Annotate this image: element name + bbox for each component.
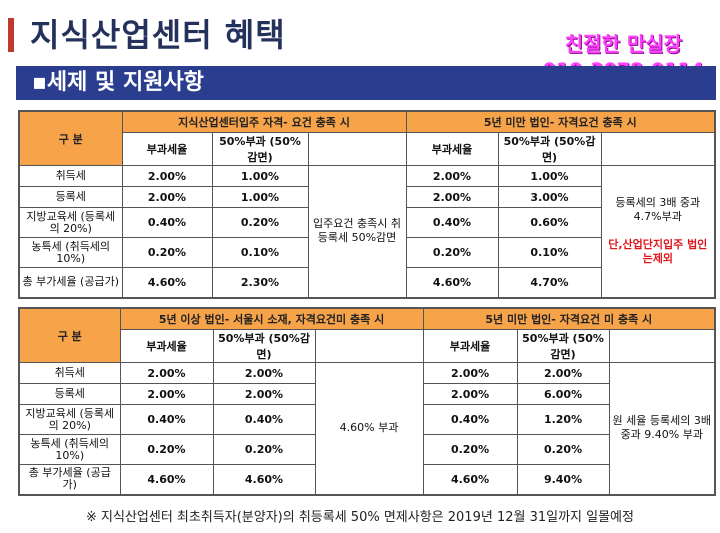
cell: 4.60% — [405, 267, 499, 298]
merged-note-a: 입주요건 충족시 취등록세 50%감면 — [307, 165, 407, 298]
cell: 0.60% — [497, 207, 602, 238]
cell: 0.20% — [516, 434, 610, 465]
tax-table-1: 구 분 지식산업센터입주 자격- 요건 충족 시 5년 미만 법인- 자격요건 … — [18, 110, 717, 299]
footnote: ※ 지식산업센터 최초취득자(분양자)의 취등록세 50% 면제사항은 2019… — [86, 510, 634, 525]
merged-note-b-text: 등록세의 3배 중과 4.7%부과 — [615, 196, 701, 224]
cell: 2.00% — [119, 362, 214, 384]
cell: 0.40% — [121, 207, 213, 238]
merged-note-b-red: 단,산업단지입주 법인는제외 — [608, 238, 708, 266]
row-label: 총 부가세율 (공급가) — [18, 267, 123, 298]
cell: 2.00% — [516, 362, 610, 384]
cell: 4.60% — [422, 464, 518, 495]
cell: 2.00% — [405, 186, 499, 208]
cell: 2.00% — [422, 362, 518, 384]
merged-note-b: 원 세율 등록세의 3배중과 9.40% 부과 — [608, 362, 716, 495]
cell: 1.00% — [211, 186, 309, 208]
cell: 9.40% — [516, 464, 610, 495]
cell: 4.60% — [119, 464, 214, 495]
merged-blank-b — [600, 132, 716, 166]
cell: 4.60% — [212, 464, 316, 495]
row-label: 취득세 — [18, 362, 121, 384]
cell: 2.00% — [212, 383, 316, 405]
cell: 4.60% — [121, 267, 213, 298]
cell: 1.20% — [516, 404, 610, 435]
col-half-a: 50%부과 (50%감면) — [212, 329, 316, 363]
cell: 2.00% — [119, 383, 214, 405]
cell: 2.00% — [121, 186, 213, 208]
label-header: 구 분 — [18, 307, 121, 363]
group-header-b: 5년 미만 법인- 자격요건 미 충족 시 — [422, 307, 716, 330]
cell: 0.20% — [121, 237, 213, 268]
row-label: 등록세 — [18, 383, 121, 405]
page-title: 지식산업센터 혜택 — [30, 16, 286, 54]
row-label: 총 부가세율 (공급가) — [18, 464, 121, 495]
col-rate-a: 부과세율 — [121, 132, 213, 166]
cell: 0.40% — [119, 404, 214, 435]
cell: 2.00% — [212, 362, 316, 384]
section-heading: ▪세제 및 지원사항 — [16, 66, 716, 100]
cell: 2.30% — [211, 267, 309, 298]
cell: 0.20% — [405, 237, 499, 268]
row-label: 지방교육세 (등록세의 20%) — [18, 404, 121, 435]
row-label: 농특세 (취득세의 10%) — [18, 434, 121, 465]
col-rate-b: 부과세율 — [405, 132, 499, 166]
row-label: 취득세 — [18, 165, 123, 187]
cell: 0.40% — [212, 404, 316, 435]
cell: 3.00% — [497, 186, 602, 208]
cell: 4.70% — [497, 267, 602, 298]
tax-table-2: 구 분 5년 이상 법인- 서울시 소재, 자격요건미 충족 시 5년 미만 법… — [18, 307, 717, 496]
cell: 0.20% — [422, 434, 518, 465]
merged-blank-a — [307, 132, 407, 166]
section-heading-text: 세제 및 지원사항 — [46, 70, 204, 95]
row-label: 지방교육세 (등록세의 20%) — [18, 207, 123, 238]
cell: 6.00% — [516, 383, 610, 405]
group-header-b: 5년 미만 법인- 자격요건 충족 시 — [405, 110, 716, 133]
row-label: 농특세 (취득세의 10%) — [18, 237, 123, 268]
cell: 0.10% — [497, 237, 602, 268]
cell: 1.00% — [497, 165, 602, 187]
cell: 1.00% — [211, 165, 309, 187]
brand-name: 친절한 만실장 — [564, 32, 683, 56]
cell: 0.40% — [422, 404, 518, 435]
col-rate-a: 부과세율 — [119, 329, 214, 363]
cell: 0.10% — [211, 237, 309, 268]
group-header-a: 5년 이상 법인- 서울시 소재, 자격요건미 충족 시 — [119, 307, 424, 330]
row-label: 등록세 — [18, 186, 123, 208]
col-half-a: 50%부과 (50%감면) — [211, 132, 309, 166]
merged-blank-a — [314, 329, 424, 363]
cell: 0.20% — [211, 207, 309, 238]
col-half-b: 50%부과 (50%감면) — [497, 132, 602, 166]
col-half-b: 50%부과 (50%감면) — [516, 329, 610, 363]
cell: 0.20% — [119, 434, 214, 465]
cell: 2.00% — [405, 165, 499, 187]
cell: 0.20% — [212, 434, 316, 465]
label-header: 구 분 — [18, 110, 123, 166]
cell: 0.40% — [405, 207, 499, 238]
title-accent-bar — [8, 18, 14, 52]
merged-note-b: 등록세의 3배 중과 4.7%부과 단,산업단지입주 법인는제외 — [600, 165, 716, 298]
merged-blank-b — [608, 329, 716, 363]
cell: 2.00% — [121, 165, 213, 187]
cell: 2.00% — [422, 383, 518, 405]
col-rate-b: 부과세율 — [422, 329, 518, 363]
group-header-a: 지식산업센터입주 자격- 요건 충족 시 — [121, 110, 407, 133]
merged-note-a: 4.60% 부과 — [314, 362, 424, 495]
